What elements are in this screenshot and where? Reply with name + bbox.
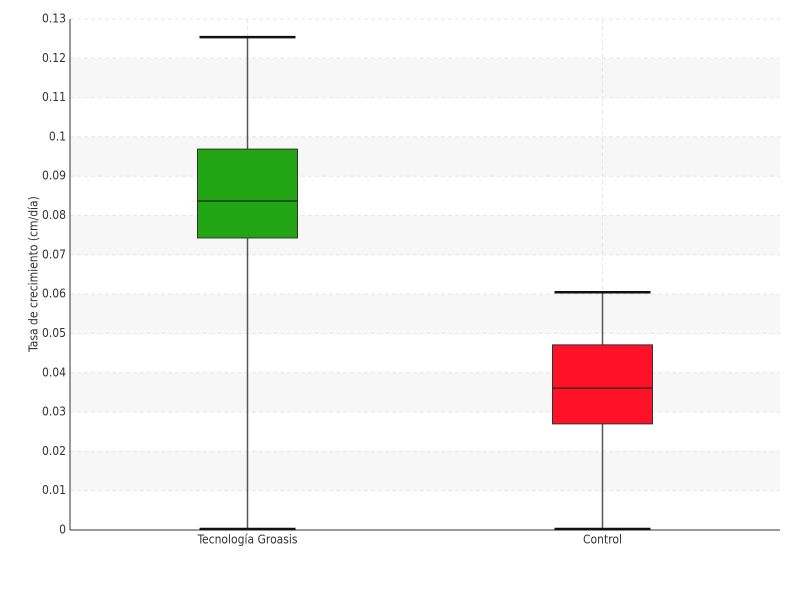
y-tick-label: 0.04	[42, 365, 66, 379]
grid-band	[70, 294, 780, 334]
grid-band	[70, 58, 780, 98]
x-tick-label: Control	[583, 533, 622, 547]
y-axis-label: Tasa de crecimiento (cm/día)	[27, 196, 41, 353]
y-tick-label: 0.02	[42, 444, 66, 458]
y-tick-label: 0.01	[42, 483, 66, 497]
y-tick-label: 0.05	[42, 326, 66, 340]
grid-band	[70, 215, 780, 255]
y-tick-label: 0.11	[42, 90, 66, 104]
grid-band	[70, 136, 780, 177]
y-tick-label: 0	[59, 523, 66, 537]
box	[552, 344, 653, 425]
y-tick-label: 0.07	[42, 247, 66, 261]
y-tick-label: 0.03	[42, 405, 66, 419]
grid-band	[70, 372, 780, 413]
y-tick-label: 0.12	[42, 51, 66, 65]
grid-band	[70, 451, 780, 491]
x-tick-label: Tecnología Groasis	[196, 533, 297, 547]
y-tick-label: 0.09	[42, 169, 66, 183]
y-tick-label: 0.13	[42, 12, 66, 26]
y-tick-label: 0.1	[49, 129, 66, 143]
box	[197, 148, 298, 239]
y-tick-label: 0.08	[42, 208, 66, 222]
y-tick-label: 0.06	[42, 287, 66, 301]
